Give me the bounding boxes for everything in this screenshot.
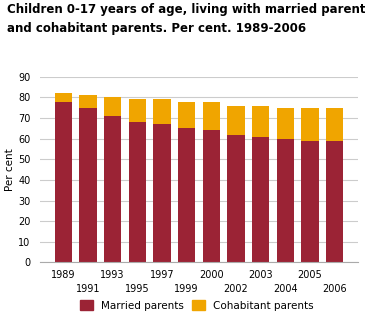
Bar: [277, 108, 294, 139]
Bar: [153, 100, 170, 124]
Bar: [104, 97, 121, 116]
Bar: [128, 100, 146, 122]
Bar: [301, 141, 319, 262]
Bar: [227, 106, 245, 134]
Text: and cohabitant parents. Per cent. 1989-2006: and cohabitant parents. Per cent. 1989-2…: [7, 22, 307, 36]
Bar: [178, 128, 195, 262]
Text: Children 0-17 years of age, living with married parents: Children 0-17 years of age, living with …: [7, 3, 365, 16]
Bar: [128, 122, 146, 262]
Bar: [252, 106, 269, 137]
Bar: [227, 134, 245, 262]
Bar: [203, 101, 220, 131]
Bar: [55, 93, 72, 101]
Bar: [252, 137, 269, 262]
Bar: [79, 108, 96, 262]
Bar: [55, 101, 72, 262]
Bar: [326, 108, 343, 141]
Bar: [153, 124, 170, 262]
Bar: [301, 108, 319, 141]
Bar: [326, 141, 343, 262]
Bar: [203, 131, 220, 262]
Y-axis label: Per cent: Per cent: [5, 148, 15, 191]
Bar: [178, 101, 195, 128]
Bar: [277, 139, 294, 262]
Legend: Married parents, Cohabitant parents: Married parents, Cohabitant parents: [76, 296, 318, 315]
Bar: [104, 116, 121, 262]
Bar: [79, 95, 96, 108]
